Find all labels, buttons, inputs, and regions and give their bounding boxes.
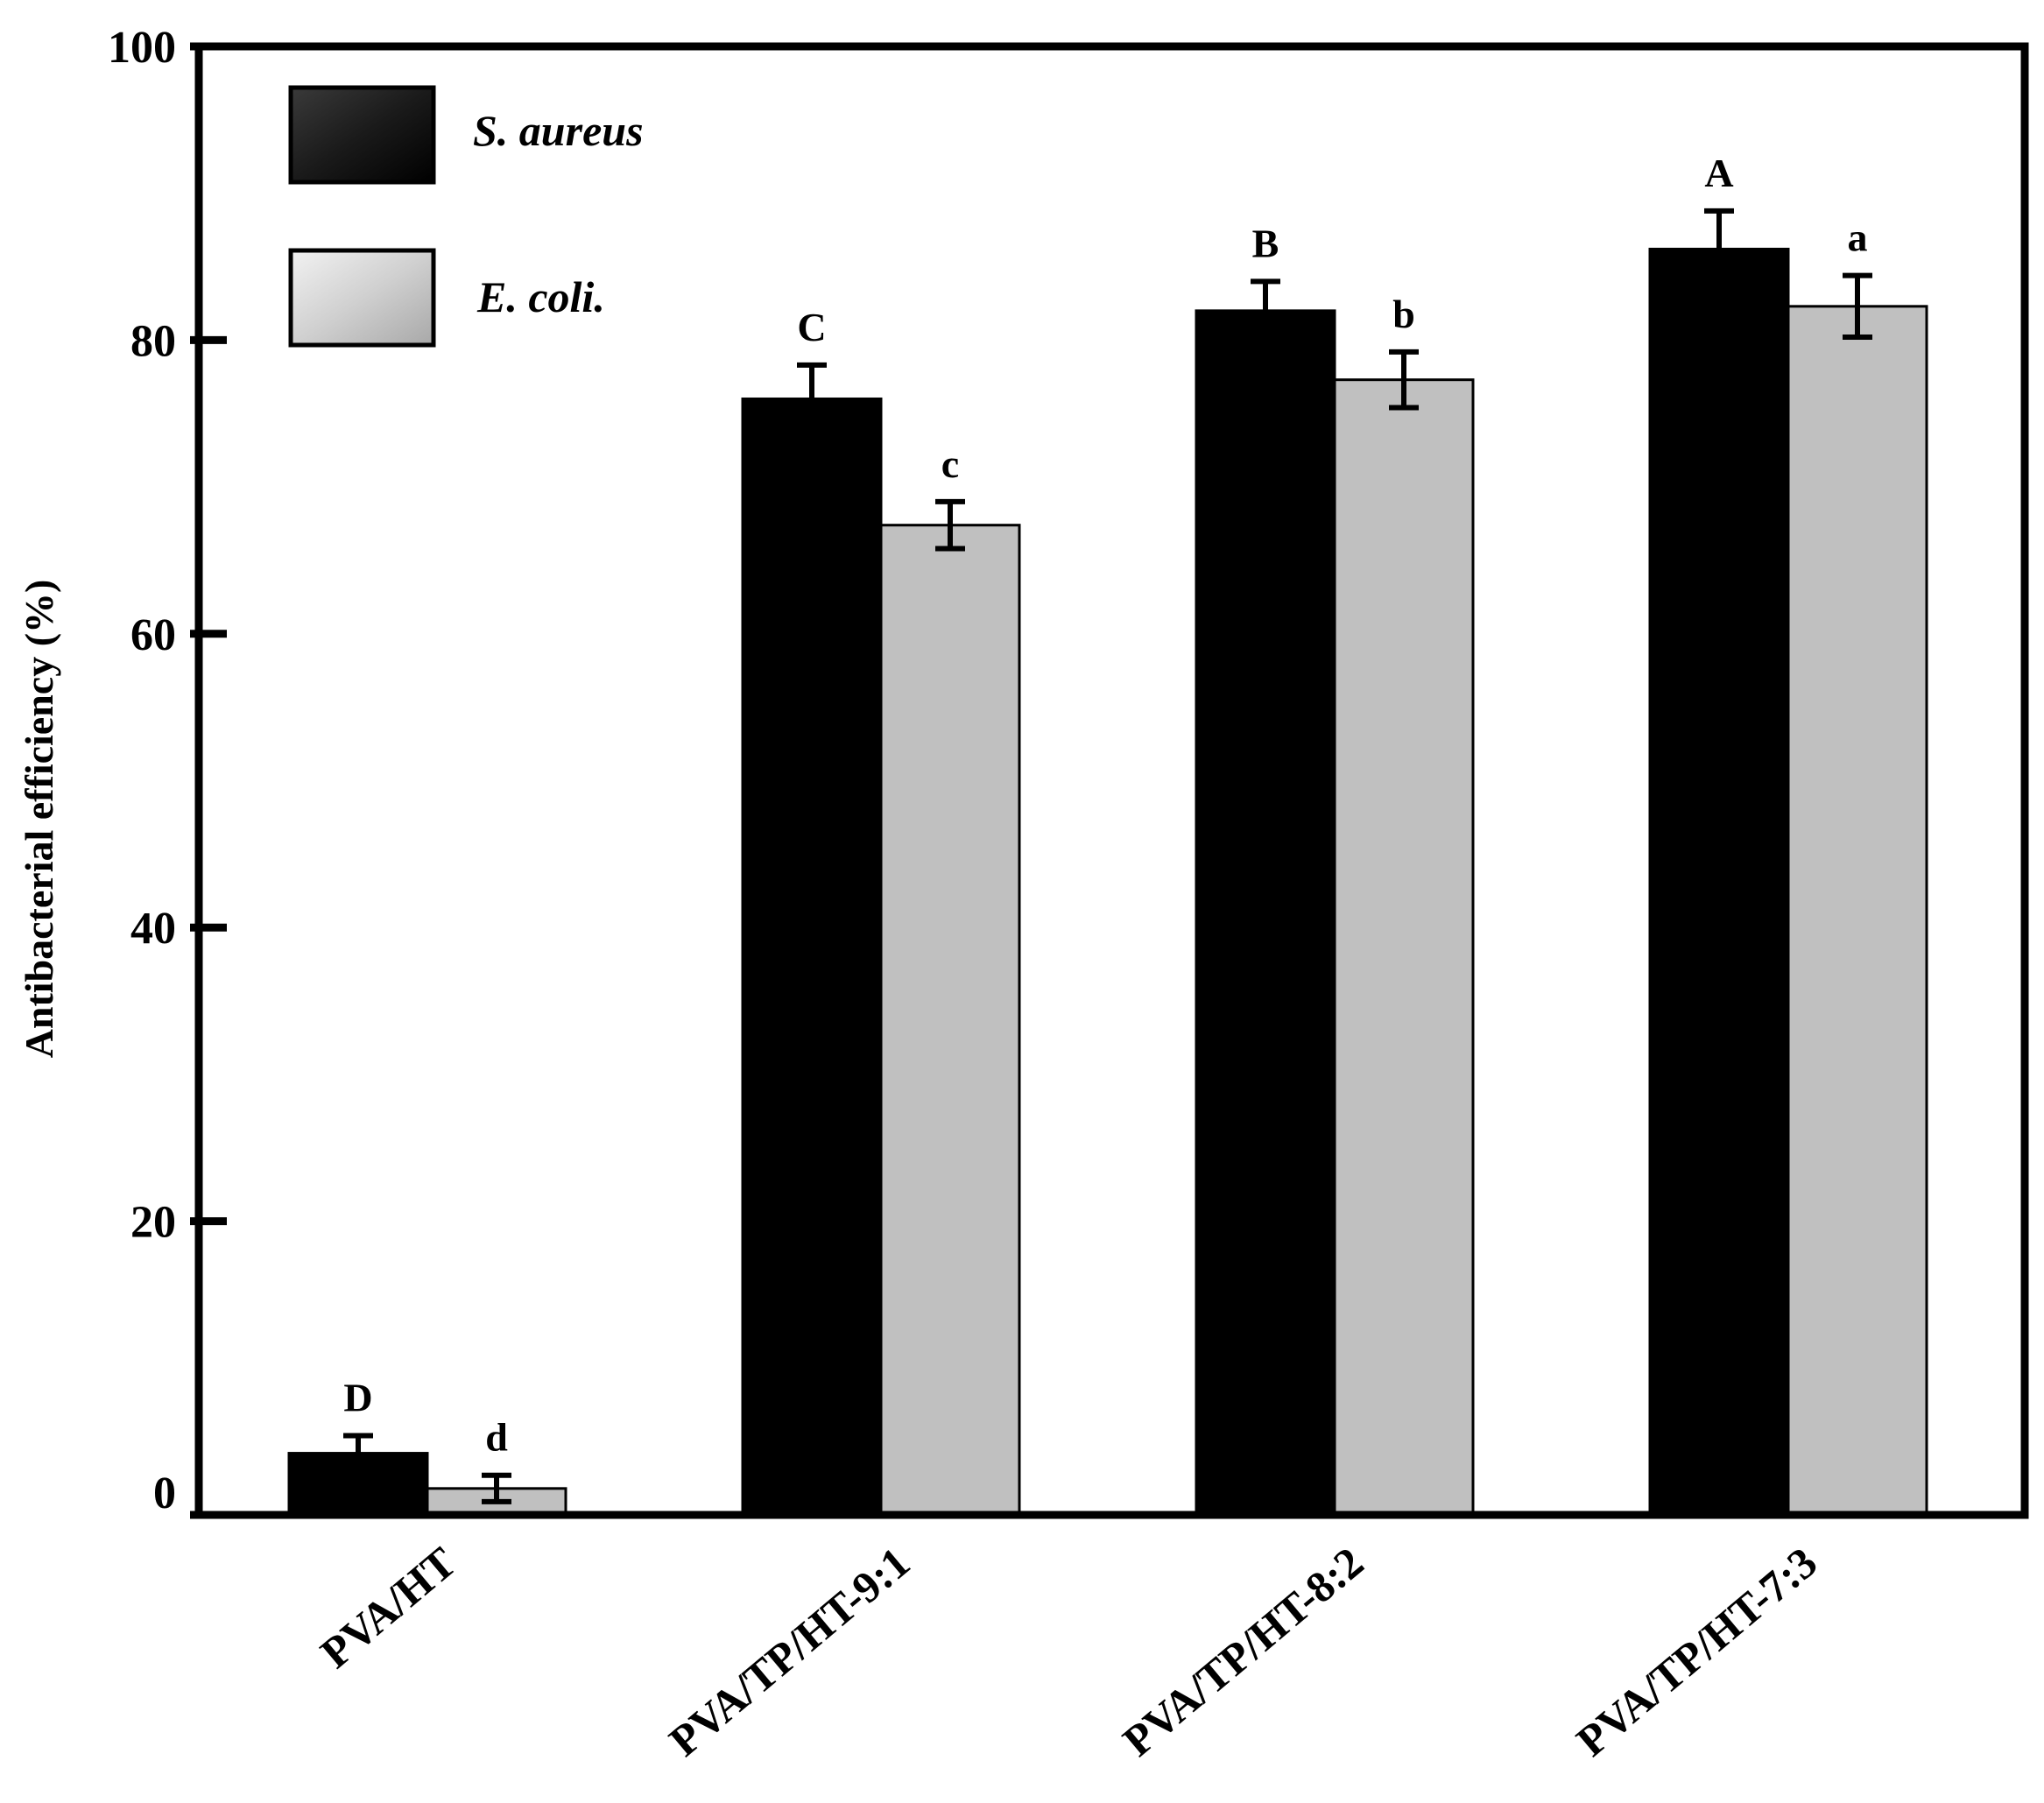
significance-label-s-aureus-pva-tp-ht-8-2: B	[1252, 221, 1279, 265]
error-bars-layer	[343, 208, 1872, 1504]
error-bar-s-aureus-pva-ht	[343, 1433, 373, 1474]
bar-s-aureus-pva-tp-ht-9-1	[741, 397, 883, 1517]
significance-label-s-aureus-pva-ht: D	[343, 1375, 372, 1419]
significance-label-e-coli-pva-tp-ht-9-1: c	[941, 441, 959, 486]
x-axis: PVA/HT PVA/TP/HT-9:1 PVA/TP/HT-8:2 PVA/TP/H…	[311, 1538, 1826, 1766]
significance-label-e-coli-pva-tp-ht-8-2: b	[1392, 292, 1415, 336]
plot-frame	[194, 42, 2029, 1519]
significance-label-e-coli-pva-ht: d	[485, 1415, 508, 1460]
y-tick-label: 100	[108, 23, 176, 73]
bar-e-coli-pva-tp-ht-7-3	[1787, 305, 1928, 1517]
significance-labels-layer: Dd Cc Bb Aa	[343, 151, 1867, 1460]
significance-label-s-aureus-pva-tp-ht-9-1: C	[797, 305, 826, 349]
bar-s-aureus-pva-tp-ht-8-2	[1195, 309, 1336, 1517]
x-tick-label-pva-tp-ht-9-1: PVA/TP/HT-9:1	[659, 1538, 919, 1766]
error-bar-e-coli-pva-tp-ht-7-3	[1843, 272, 1872, 341]
significance-label-e-coli-pva-tp-ht-7-3: a	[1848, 215, 1868, 260]
legend-label-s-aureus: S. aureus	[473, 106, 644, 155]
y-tick-label: 60	[130, 610, 176, 660]
legend-swatch-s-aureus	[288, 85, 436, 185]
error-bar-s-aureus-pva-tp-ht-9-1	[797, 362, 827, 436]
y-axis-title: Antibacterial efficiency (%)	[17, 580, 61, 1059]
y-tick-label: 40	[130, 904, 176, 954]
legend-label-e-coli: E. coli.	[476, 272, 605, 321]
legend-swatch-e-coli	[288, 248, 436, 348]
error-bar-e-coli-pva-ht	[482, 1472, 511, 1504]
x-tick-label-pva-tp-ht-7-3: PVA/TP/HT-7:3	[1567, 1538, 1826, 1766]
legend: S. aureus E. coli.	[288, 85, 644, 348]
significance-label-s-aureus-pva-tp-ht-7-3: A	[1704, 151, 1733, 195]
y-tick-label: 80	[130, 316, 176, 366]
error-bar-s-aureus-pva-tp-ht-7-3	[1704, 208, 1734, 291]
y-axis: 0 20 40 60 80 100	[108, 23, 227, 1519]
x-tick-label-pva-ht: PVA/HT	[311, 1538, 465, 1678]
error-bar-e-coli-pva-tp-ht-8-2	[1389, 349, 1419, 411]
bars-layer	[287, 247, 1928, 1517]
error-bar-e-coli-pva-tp-ht-9-1	[935, 498, 965, 552]
x-tick-label-pva-tp-ht-8-2: PVA/TP/HT-8:2	[1113, 1538, 1372, 1766]
error-bar-s-aureus-pva-tp-ht-8-2	[1251, 278, 1280, 343]
bar-s-aureus-pva-tp-ht-7-3	[1648, 247, 1790, 1517]
bar-e-coli-pva-tp-ht-8-2	[1333, 378, 1475, 1517]
y-tick-label: 20	[130, 1198, 176, 1248]
bar-e-coli-pva-tp-ht-9-1	[879, 524, 1021, 1517]
y-tick-label: 0	[153, 1468, 176, 1518]
